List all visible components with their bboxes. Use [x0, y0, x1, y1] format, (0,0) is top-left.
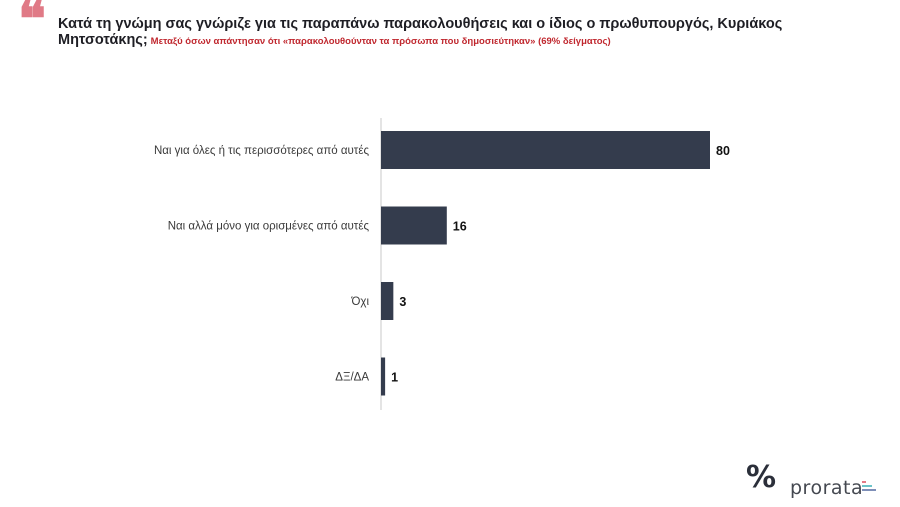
bar	[381, 131, 710, 169]
logo-bars-icon	[862, 481, 878, 495]
survey-question: Κατά τη γνώμη σας γνώριζε για τις παραπά…	[58, 16, 858, 50]
data-label: 80	[716, 144, 730, 158]
category-label: ΔΞ/ΔΑ	[335, 372, 369, 384]
data-label: 16	[453, 220, 467, 234]
data-label: 3	[399, 295, 406, 309]
logo-wordmark: prorata	[790, 477, 864, 499]
bar	[381, 357, 386, 396]
prorata-logo: % prorata	[746, 460, 886, 502]
quote-icon: ❝	[18, 0, 46, 50]
question-text: Κατά τη γνώμη σας γνώριζε για τις παραπά…	[58, 16, 783, 48]
percent-logo-icon: %	[746, 460, 777, 495]
data-label: 1	[391, 371, 398, 385]
category-label: Ναι για όλες ή τις περισσότερες από αυτέ…	[154, 145, 370, 157]
bar	[381, 206, 447, 245]
question-subtitle: Μεταξύ όσων απάντησαν ότι «παρακολουθούν…	[150, 36, 611, 47]
bar	[381, 282, 394, 320]
category-label: Όχι	[351, 296, 370, 308]
category-label: Ναι αλλά μόνο για ορισμένες από αυτές	[168, 221, 370, 233]
